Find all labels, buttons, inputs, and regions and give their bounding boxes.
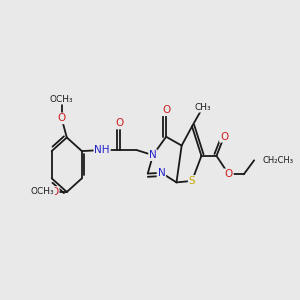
Text: S: S <box>189 176 195 186</box>
Text: N: N <box>158 168 165 178</box>
Text: O: O <box>50 187 59 197</box>
Text: OCH₃: OCH₃ <box>31 188 54 196</box>
Text: O: O <box>220 132 228 142</box>
Text: CH₃: CH₃ <box>194 103 211 112</box>
Text: NH: NH <box>94 145 110 155</box>
Text: O: O <box>225 169 233 179</box>
Text: OCH₃: OCH₃ <box>50 95 74 104</box>
Text: N: N <box>149 150 157 160</box>
Text: O: O <box>162 105 170 115</box>
Text: O: O <box>116 118 124 128</box>
Text: O: O <box>58 113 66 123</box>
Text: CH₂CH₃: CH₂CH₃ <box>262 156 293 165</box>
